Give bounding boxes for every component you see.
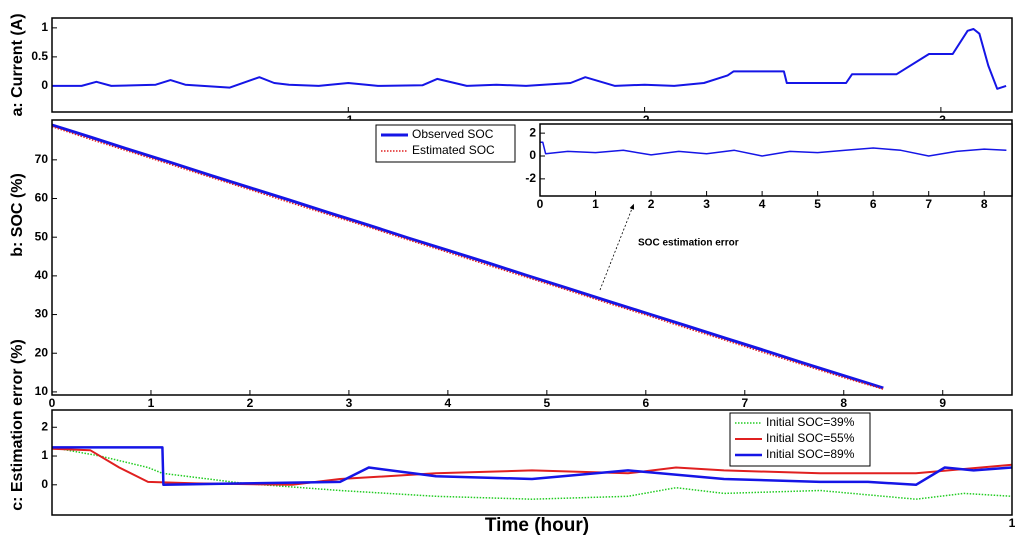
y-axis-label: b: SOC (%): [9, 173, 26, 257]
x-tick-label: 2: [648, 197, 655, 211]
x-tick-label: 9: [939, 396, 946, 410]
x-tick-label: 0: [49, 396, 56, 410]
y-tick-label: 10: [35, 384, 49, 398]
x-tick-label: 3: [703, 197, 710, 211]
legend-label: Observed SOC: [412, 127, 494, 141]
x-tick-label: 0: [537, 197, 544, 211]
y-tick-label: 60: [35, 191, 49, 205]
y-tick-label: 1: [41, 448, 48, 462]
legend-label: Estimated SOC: [412, 143, 495, 157]
series-line: [52, 28, 1007, 90]
series-line: [52, 447, 1012, 486]
y-tick-label: 0: [41, 477, 48, 491]
plot-area: [52, 18, 1012, 112]
x-tick-label: 3: [346, 396, 353, 410]
y-tick-label: 70: [35, 152, 49, 166]
y-tick-label: 0: [41, 78, 48, 92]
series-line: [540, 141, 1007, 157]
x-tick-label: 6: [870, 197, 877, 211]
x-tick-label: 7: [925, 197, 932, 211]
frame: [539, 123, 1013, 197]
x-tick-label: 5: [544, 396, 551, 410]
series-line: [52, 123, 884, 390]
legend-label: Initial SOC=89%: [766, 447, 855, 461]
series-line: [52, 446, 1012, 487]
y-tick-label: 30: [35, 307, 49, 321]
y-tick-label: 0: [529, 148, 536, 162]
x-tick-label: 8: [981, 197, 988, 211]
y-tick-label: 1: [41, 20, 48, 34]
frame: [51, 17, 1013, 113]
series-line: [52, 446, 1012, 500]
y-tick-label: 40: [35, 268, 49, 282]
x-tick-label: 1: [148, 396, 155, 410]
series-line: [52, 125, 884, 390]
x-tick-label: 5: [814, 197, 821, 211]
y-tick-label: 2: [41, 419, 48, 433]
legend-box: [375, 124, 516, 163]
y-axis-label: c: Estimation error (%): [9, 339, 26, 511]
x-tick-label: 4: [445, 396, 452, 410]
x-tick-label: 8: [840, 396, 847, 410]
x-tick-label: 4: [759, 197, 766, 211]
x-tick-label: 2: [247, 396, 254, 410]
y-tick-label: 0.5: [31, 49, 48, 63]
y-tick-label: 50: [35, 229, 49, 243]
x-tick-label: 1: [1009, 516, 1016, 530]
y-tick-label: 20: [35, 345, 49, 359]
plot-area: [540, 124, 1012, 196]
annotation-arrow: [599, 203, 635, 291]
annotation: SOC estimation error: [638, 238, 739, 249]
x-tick-label: 7: [741, 396, 748, 410]
y-tick-label: 2: [529, 125, 536, 139]
frame: [51, 409, 1013, 516]
y-tick-label: -2: [525, 171, 536, 185]
frame: [51, 119, 1013, 396]
y-axis-label: a: Current (A): [9, 13, 26, 116]
x-tick-label: 1: [592, 197, 599, 211]
legend-label: Initial SOC=55%: [766, 431, 855, 445]
legend-label: Initial SOC=39%: [766, 415, 855, 429]
x-tick-label: 6: [642, 396, 649, 410]
x-axis-label: Time (hour): [485, 515, 589, 536]
